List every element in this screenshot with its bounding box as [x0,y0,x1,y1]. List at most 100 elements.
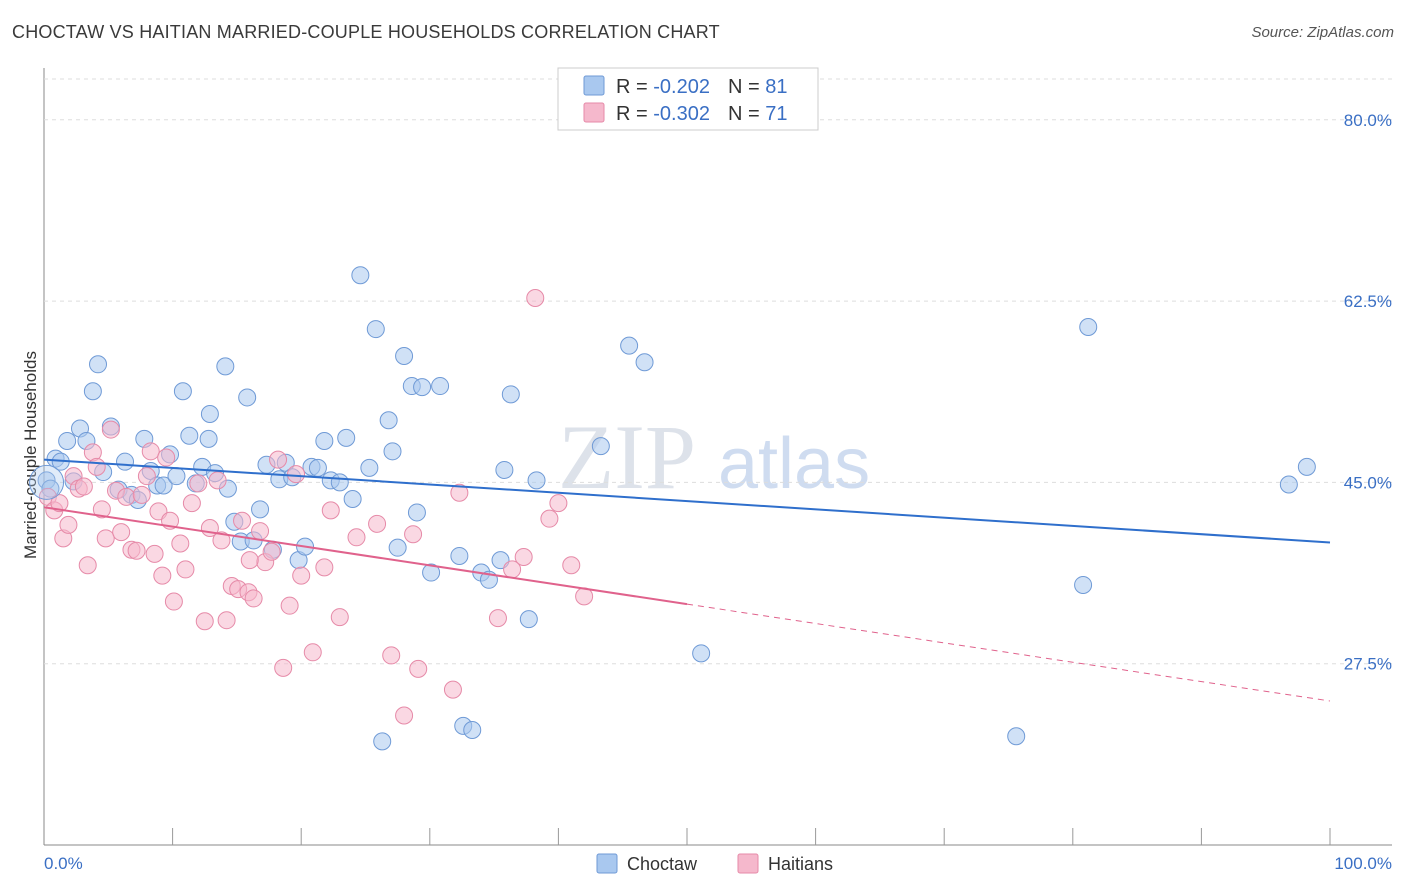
data-point [620,336,639,355]
data-point [409,659,428,678]
data-point [404,525,423,544]
trend-lines [43,458,1331,702]
data-point [251,500,270,519]
y-tick-label: 45.0% [1344,473,1392,492]
data-point [96,529,115,548]
stats-swatch-choctaw [583,75,605,96]
x-tick-label: 0.0% [44,854,83,873]
data-point [383,442,402,461]
data-point [92,500,111,519]
scatter-points [29,266,1316,751]
x-tick-labels: 0.0% 100.0% [44,854,1392,873]
data-point [368,514,387,533]
x-tick-label: 100.0% [1334,854,1392,873]
data-point [549,494,568,513]
data-point [145,544,164,563]
data-point [308,458,327,477]
trend-line-extension [686,603,1331,702]
data-point [540,509,559,528]
data-point [58,431,77,450]
data-point [463,721,482,740]
data-point [330,608,349,627]
data-point [137,467,156,486]
data-point [1074,575,1093,594]
data-point [407,503,426,522]
data-point [1007,727,1026,746]
data-point [50,494,69,513]
data-point [212,531,231,550]
data-point [360,458,379,477]
data-point [366,320,385,339]
data-point [379,411,398,430]
stats-n-value: 81 [765,76,787,98]
data-point [303,643,322,662]
data-point [240,551,259,570]
y-tick-label: 62.5% [1344,292,1392,311]
stats-r-label: R = [616,103,653,125]
data-point [189,474,208,493]
data-point [132,485,151,504]
data-point [216,357,235,376]
series-haitians [38,288,594,725]
data-point [199,429,218,448]
legend-label-choctaw: Choctaw [627,854,698,874]
data-point [1079,318,1098,336]
data-point [101,420,120,439]
data-point [337,428,356,447]
data-point [280,596,299,615]
data-point [274,658,293,677]
stats-box: R = -0.202 N = 81 R = -0.302 N = 71 [557,67,819,131]
data-point [330,473,349,492]
gridlines [44,78,1392,665]
stats-swatch-haitians [583,102,605,123]
data-point [495,460,514,479]
data-point [238,388,257,407]
data-point [269,450,288,469]
y-axis-label: Married-couple Households [21,351,40,559]
data-point [347,528,366,547]
data-point [315,431,334,450]
data-point [29,464,65,500]
legend: Choctaw Haitians [596,853,833,874]
data-point [343,489,362,508]
data-point [321,501,340,520]
data-point [635,353,654,372]
data-point [443,680,462,699]
stats-r-label: R = [616,76,653,98]
data-point [519,610,538,629]
stats-n-value: 71 [765,103,787,125]
y-tick-label: 80.0% [1344,111,1392,130]
stats-r-value: -0.202 [653,76,710,98]
source-label: Source: ZipAtlas.com [1251,24,1394,41]
y-tick-label: 27.5% [1344,655,1392,674]
data-point [388,538,407,557]
data-point [382,646,401,665]
data-point [526,288,545,307]
stats-row-choctaw: R = -0.202 N = 81 [616,76,787,98]
data-point [422,563,441,582]
data-point [154,476,173,495]
data-point [450,546,469,565]
data-point [287,465,306,484]
data-point [127,541,146,560]
data-point [251,522,270,541]
data-point [351,266,370,285]
x-ticks [172,828,1331,845]
data-point [195,612,214,631]
data-point [112,523,131,542]
data-point [373,732,392,751]
data-point [208,471,227,490]
data-point [527,471,546,490]
data-point [182,494,201,513]
data-point [78,556,97,575]
data-point [395,347,414,366]
data-point [173,382,192,401]
data-point [83,382,102,401]
data-point [244,589,263,608]
data-point [1279,475,1298,494]
data-point [153,566,172,585]
legend-swatch-choctaw [596,853,618,874]
trend-line-haitians [43,506,688,606]
data-point [59,515,78,534]
